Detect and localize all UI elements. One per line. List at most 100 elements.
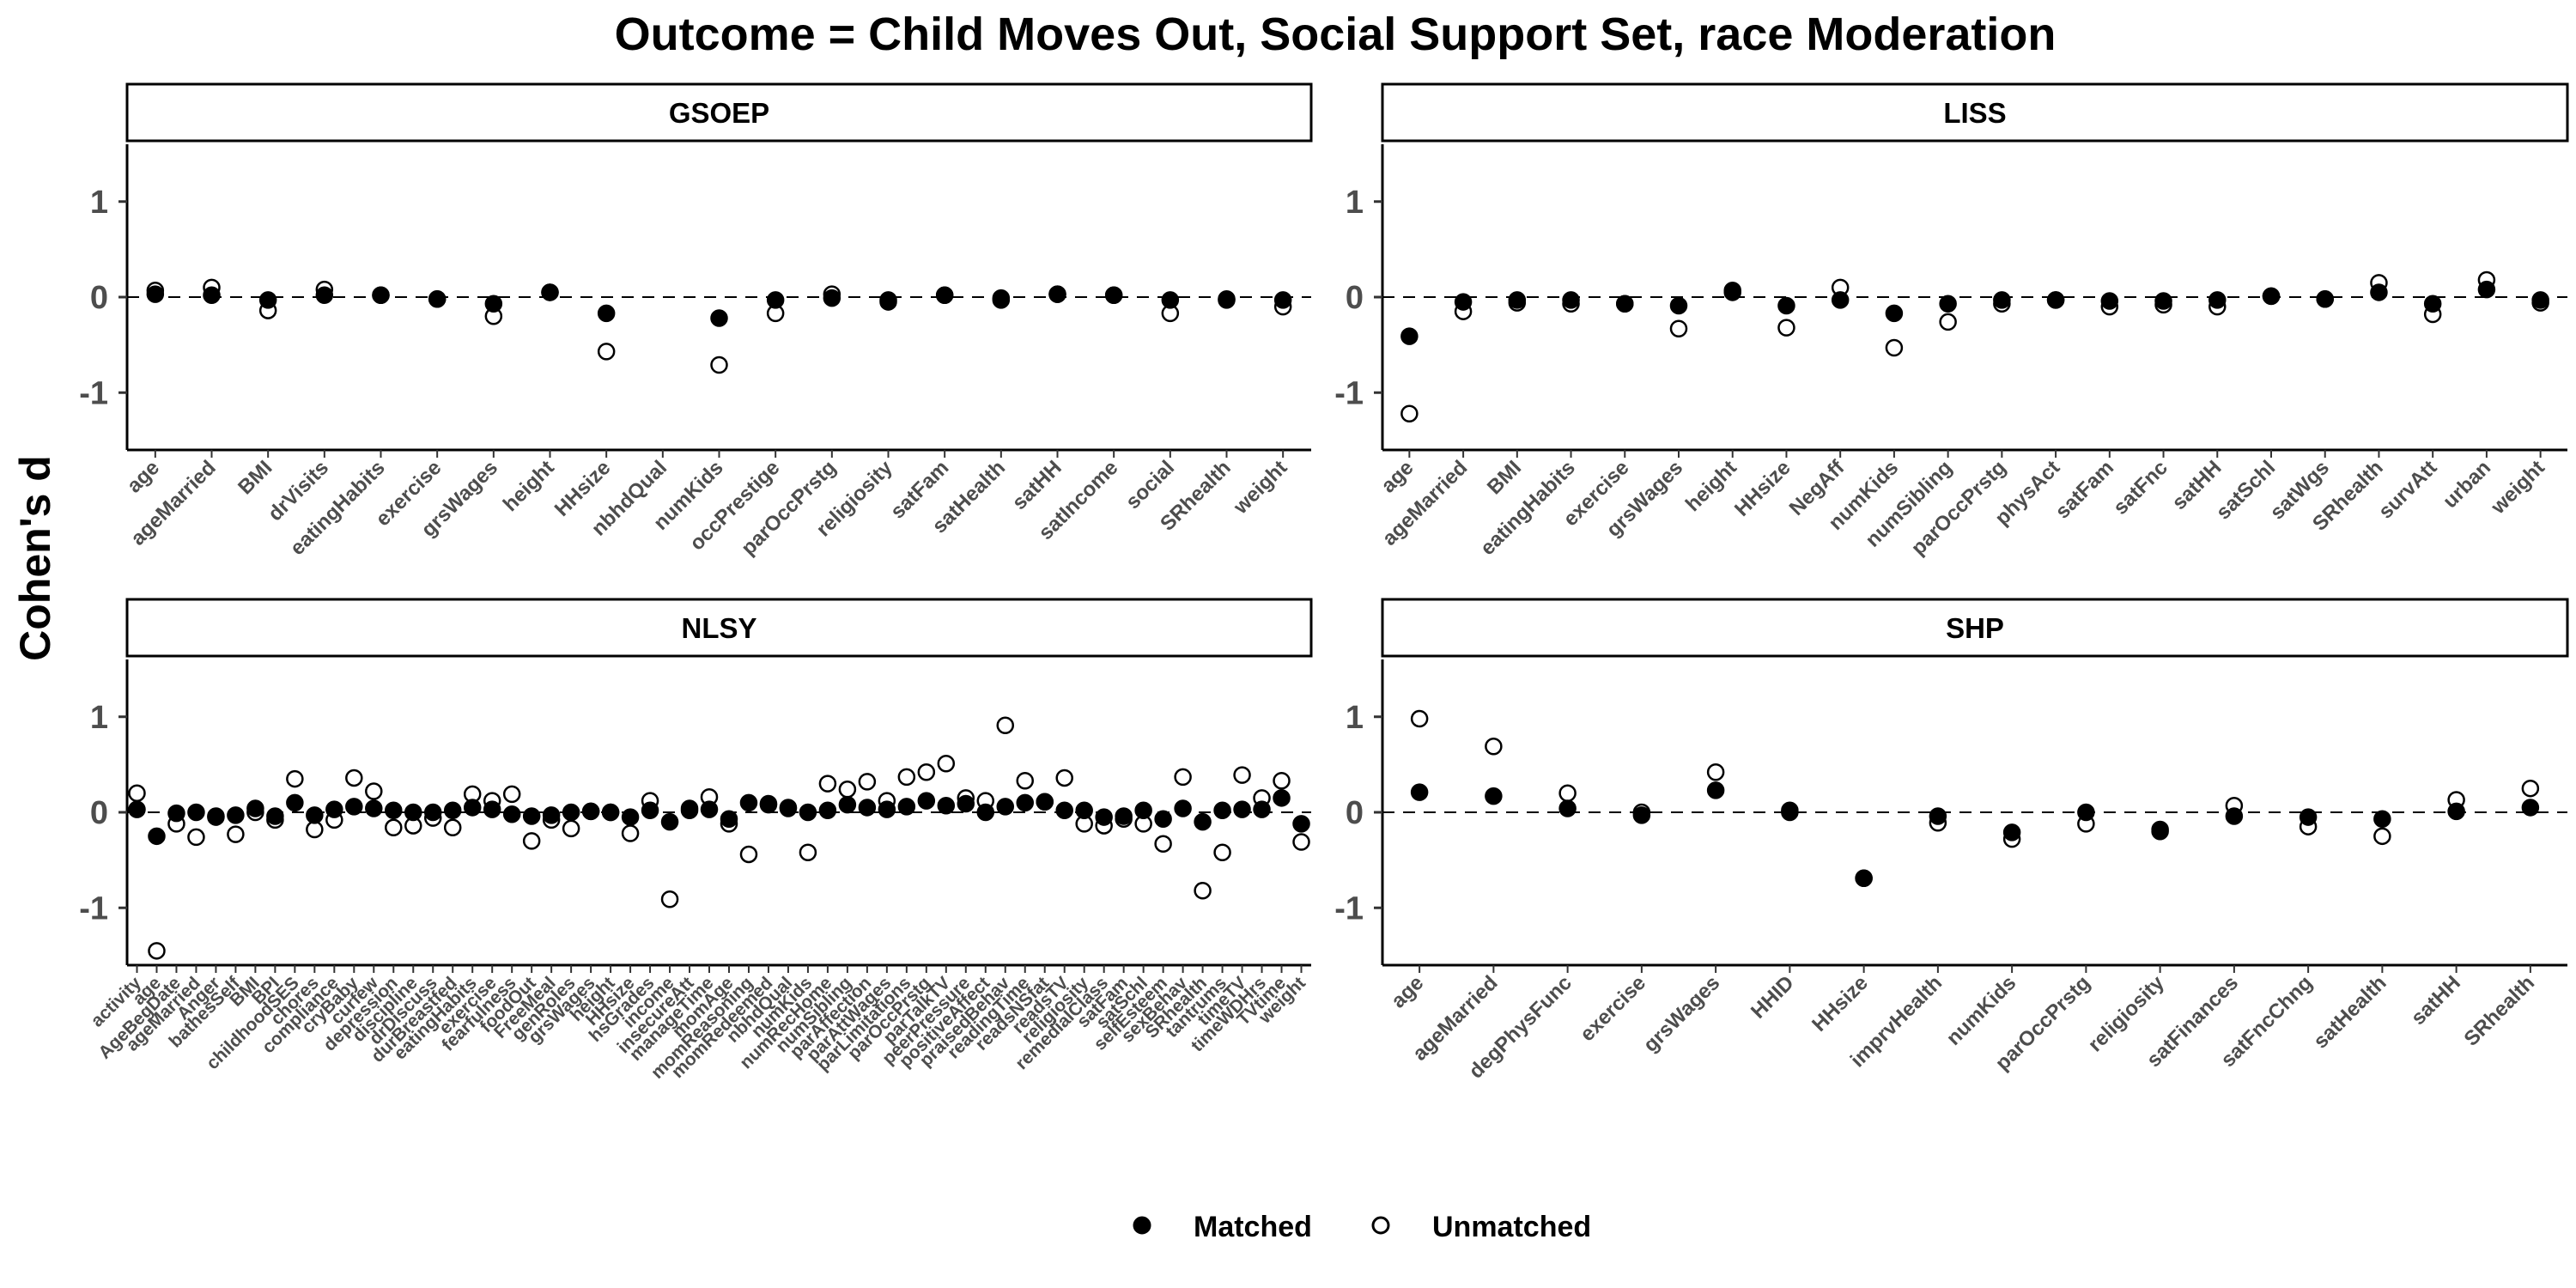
- matched-point: [522, 807, 541, 825]
- x-tick-label: grsWages: [1639, 971, 1725, 1057]
- matched-point: [818, 801, 837, 820]
- matched-point: [878, 800, 896, 818]
- unmatched-point: [1777, 319, 1795, 337]
- matched-point: [1095, 808, 1113, 826]
- matched-point: [660, 812, 679, 831]
- matched-point: [266, 807, 284, 825]
- matched-point: [1706, 781, 1725, 799]
- unmatched-point: [1558, 784, 1577, 802]
- matched-point: [1885, 304, 1904, 323]
- unmatched-point: [345, 769, 363, 787]
- matched-point: [1233, 800, 1251, 818]
- unmatched-point: [937, 755, 956, 773]
- unmatched-point: [2373, 827, 2391, 846]
- unmatched-point: [1194, 881, 1212, 900]
- matched-point: [2370, 283, 2388, 301]
- unmatched-point: [621, 824, 640, 842]
- legend-unmatched-marker: [1371, 1216, 1390, 1235]
- unmatched-point: [1669, 319, 1688, 337]
- unmatched-point: [1706, 763, 1725, 781]
- y-axis-label: Cohen's d: [11, 455, 59, 661]
- unmatched-point: [385, 818, 403, 837]
- unmatched-point: [858, 773, 877, 791]
- matched-point: [2208, 291, 2227, 309]
- matched-point: [879, 291, 897, 309]
- matched-point: [976, 803, 995, 822]
- matched-point: [2100, 292, 2119, 310]
- matched-point: [1036, 793, 1054, 811]
- unmatched-point: [597, 343, 616, 361]
- unmatched-point: [522, 832, 541, 850]
- matched-point: [2002, 823, 2021, 841]
- matched-point: [1055, 801, 1073, 820]
- unmatched-point: [1233, 766, 1251, 784]
- matched-point: [246, 799, 264, 817]
- matched-point: [2373, 810, 2391, 829]
- x-tick-label: SRhealth: [2459, 971, 2539, 1051]
- matched-point: [1855, 869, 1873, 888]
- y-tick-label: -1: [1334, 890, 1364, 927]
- matched-point: [2477, 280, 2496, 299]
- unmatched-point: [443, 818, 462, 837]
- matched-point: [759, 794, 778, 813]
- panel-strip: [1381, 598, 2569, 658]
- matched-point: [541, 283, 559, 301]
- unmatched-point: [365, 782, 383, 800]
- x-tick-label: height: [499, 456, 559, 516]
- matched-point: [700, 800, 719, 818]
- matched-point: [306, 806, 324, 824]
- matched-point: [779, 799, 798, 817]
- y-tick-label: -1: [79, 890, 108, 927]
- x-tick-label: age: [123, 456, 164, 497]
- unmatched-point: [1273, 772, 1291, 790]
- matched-point: [766, 291, 785, 309]
- x-tick-label: satFnc: [2109, 456, 2172, 519]
- x-tick-label: satHH: [2407, 971, 2465, 1030]
- x-tick-label: weight: [1229, 456, 1292, 519]
- matched-point: [2046, 291, 2065, 309]
- matched-point: [1485, 787, 1503, 805]
- unmatched-point: [917, 763, 936, 781]
- matched-point: [1400, 327, 1419, 345]
- x-tick-label: survAtt: [2374, 456, 2442, 524]
- matched-point: [621, 808, 640, 826]
- y-tick-label: 1: [90, 185, 108, 221]
- matched-point: [443, 801, 462, 820]
- matched-point: [1016, 793, 1034, 812]
- x-tick-label: HHID: [1747, 971, 1799, 1024]
- x-tick-label: weight: [2486, 456, 2549, 519]
- unmatched-point: [1939, 313, 1957, 331]
- matched-point: [2447, 802, 2465, 821]
- unmatched-point: [562, 819, 580, 838]
- panel-title: SHP: [1946, 612, 2004, 644]
- matched-point: [1213, 801, 1231, 820]
- matched-point: [128, 800, 146, 818]
- unmatched-point: [286, 769, 304, 788]
- matched-point: [1273, 789, 1291, 807]
- matched-point: [2151, 820, 2169, 839]
- x-tick-label: numKids: [1942, 971, 2021, 1050]
- matched-point: [710, 309, 728, 327]
- matched-point: [1194, 812, 1212, 831]
- unmatched-point: [1213, 843, 1231, 861]
- legend-matched-label: Matched: [1194, 1211, 1312, 1243]
- matched-point: [1723, 283, 1741, 301]
- y-tick-label: 1: [1346, 700, 1364, 736]
- matched-point: [146, 285, 165, 303]
- matched-point: [680, 799, 699, 817]
- matched-point: [423, 803, 442, 822]
- unmatched-point: [1292, 833, 1310, 851]
- matched-point: [2423, 295, 2442, 313]
- y-tick-label: 0: [1346, 280, 1364, 316]
- matched-point: [2225, 807, 2244, 825]
- matched-point: [597, 304, 616, 323]
- matched-point: [1993, 291, 2011, 309]
- matched-point: [799, 803, 817, 822]
- matched-point: [838, 795, 857, 814]
- matched-point: [601, 803, 620, 822]
- unmatched-point: [502, 785, 521, 804]
- x-tick-label: urban: [2439, 456, 2495, 513]
- matched-point: [365, 799, 383, 817]
- matched-point: [207, 807, 225, 825]
